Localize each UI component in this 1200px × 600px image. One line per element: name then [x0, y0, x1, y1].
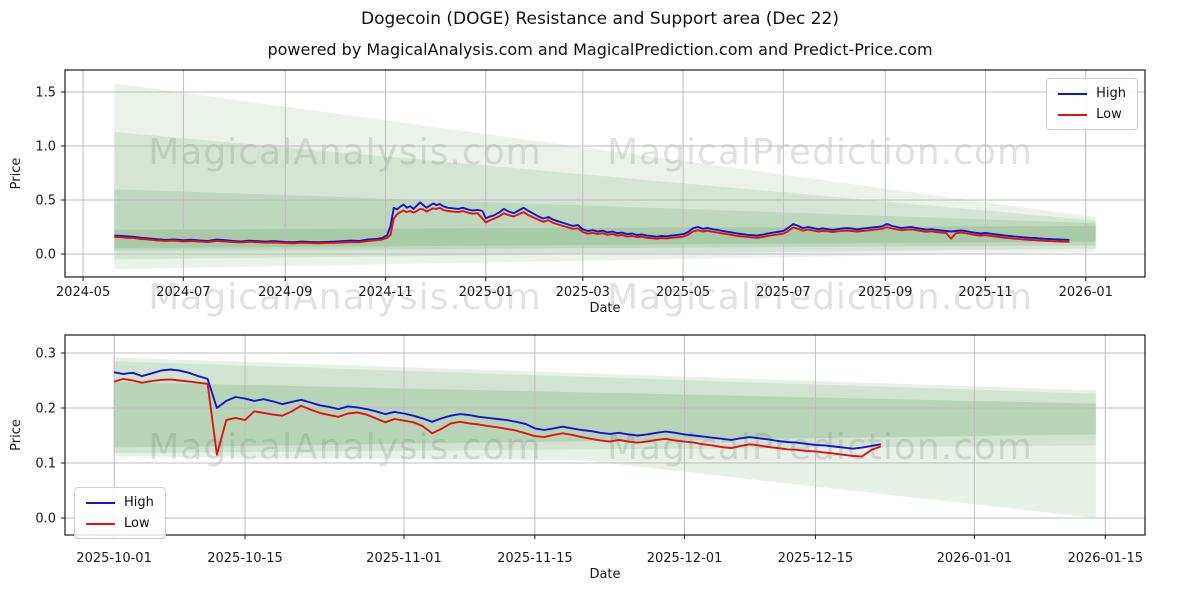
watermark-text: MagicalPrediction.com — [607, 132, 1033, 173]
x-tick-label: 2026-01 — [1059, 285, 1113, 300]
y-tick-label: 0.0 — [35, 248, 56, 263]
low-line — [114, 206, 1070, 245]
x-tick-label: 2025-05 — [656, 285, 710, 300]
x-tick-label: 2025-11 — [958, 285, 1012, 300]
legend-item-low: Low — [86, 516, 154, 531]
plot-border — [64, 69, 1146, 278]
legend-label-high: High — [124, 495, 154, 510]
x-tick-label: 2024-05 — [56, 285, 110, 300]
y-tick-label: 0.0 — [35, 512, 56, 527]
x-tick-label: 2024-09 — [258, 285, 312, 300]
legend-label-high: High — [1096, 86, 1126, 101]
watermark-text: MagicalAnalysis.com — [148, 277, 541, 318]
legend-item-high: High — [86, 495, 154, 510]
legend-label-low: Low — [124, 516, 150, 531]
x-tick-label: 2025-03 — [556, 285, 610, 300]
x-tick-label: 2024-07 — [156, 285, 210, 300]
x-tick-label: 2024-11 — [358, 285, 412, 300]
low-line-swatch — [86, 522, 115, 525]
x-tick-label: 2025-11-01 — [366, 551, 442, 566]
x-axis-label: Date — [589, 567, 620, 582]
y-axis-label: Price — [9, 158, 24, 190]
support-resistance-band-1 — [114, 357, 1096, 518]
x-tick-label: 2025-12-15 — [778, 551, 854, 566]
low-line-swatch — [1058, 113, 1088, 116]
low-line — [113, 377, 882, 458]
x-tick-label: 2025-10-15 — [207, 551, 283, 566]
x-tick-label: 2025-10-01 — [76, 551, 152, 566]
y-tick-label: 0.2 — [35, 402, 56, 417]
support-resistance-band-3 — [114, 382, 1096, 448]
support-resistance-band-1 — [114, 83, 1096, 270]
legend-item-high: High — [1058, 86, 1126, 101]
x-tick-label: 2025-12-01 — [647, 551, 723, 566]
y-tick-label: 0.5 — [35, 194, 56, 209]
legend-top-chart: High Low — [1046, 78, 1138, 130]
x-tick-label: 2025-11-15 — [497, 551, 573, 566]
y-tick-label: 0.3 — [35, 347, 56, 362]
x-axis-label: Date — [589, 301, 620, 316]
x-tick-label: 2025-01 — [459, 285, 513, 300]
support-resistance-band-2 — [114, 361, 1096, 454]
figure-subtitle: powered by MagicalAnalysis.com and Magic… — [267, 40, 933, 59]
high-line — [113, 368, 881, 450]
y-tick-label: 1.0 — [35, 140, 56, 155]
y-axis-label: Price — [9, 419, 24, 451]
x-tick-label: 2026-01-01 — [937, 551, 1013, 566]
high-line — [114, 201, 1070, 244]
y-tick-label: 1.5 — [35, 86, 56, 101]
figure-title: Dogecoin (DOGE) Resistance and Support a… — [361, 9, 839, 29]
legend-item-low: Low — [1058, 107, 1126, 122]
plot-border — [64, 334, 1146, 536]
x-tick-label: 2025-09 — [858, 285, 912, 300]
legend-bottom-chart: High Low — [74, 487, 166, 539]
high-line-swatch — [1058, 92, 1088, 95]
x-tick-label: 2026-01-15 — [1067, 551, 1143, 566]
support-resistance-band-3 — [114, 189, 1096, 251]
watermark-text: MagicalPrediction.com — [607, 277, 1033, 318]
high-line-swatch — [86, 501, 115, 504]
x-tick-label: 2025-07 — [756, 285, 810, 300]
legend-label-low: Low — [1096, 107, 1122, 122]
watermark-text: MagicalAnalysis.com — [148, 132, 541, 173]
y-tick-label: 0.1 — [35, 457, 56, 472]
